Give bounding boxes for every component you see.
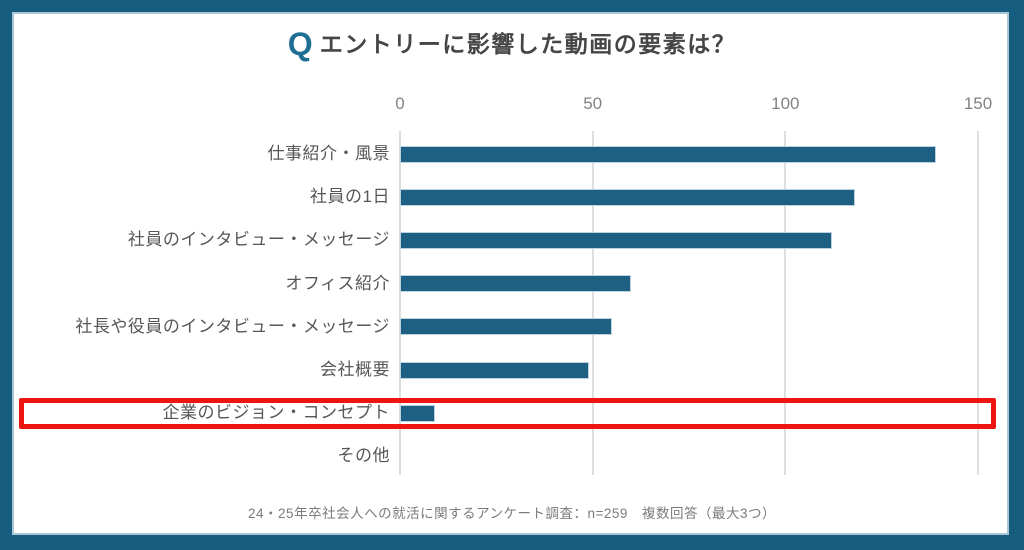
category-label: 仕事紹介・風景: [267, 144, 390, 163]
gridline: [784, 131, 787, 475]
gridline: [399, 131, 401, 475]
category-label: 社員の1日: [310, 187, 390, 207]
source-note: 24・25年卒社会人への就活に関するアンケート調査：n=259 複数回答（最大3…: [248, 506, 776, 521]
bar: [400, 275, 631, 293]
title-q-mark: Q: [287, 26, 313, 62]
gridline: [977, 131, 979, 475]
bar: [400, 361, 589, 379]
category-label: 社長や役員のインタビュー・メッセージ: [75, 316, 390, 336]
x-axis-tick-label: 150: [963, 94, 993, 113]
x-axis-tick-label: 0: [395, 94, 405, 113]
bar: [400, 404, 435, 422]
x-axis-tick-label: 50: [583, 94, 603, 113]
bar: [400, 188, 855, 206]
title-text: エントリーに影響した動画の要素は？: [319, 30, 737, 57]
chart-title: Q エントリーに影響した動画の要素は？: [0, 24, 1024, 64]
category-label: 社員のインタビュー・メッセージ: [127, 230, 390, 250]
bar: [400, 231, 832, 249]
bar: [400, 145, 936, 163]
bar: [400, 318, 612, 336]
chart-canvas: [12, 12, 1009, 535]
category-label: その他: [337, 446, 390, 466]
category-label: オフィス紹介: [285, 273, 390, 293]
gridline: [591, 131, 594, 475]
category-label: 企業のビジョン・コンセプト: [162, 403, 390, 423]
highlight-box: [19, 397, 996, 429]
category-label: 会社概要: [320, 360, 390, 379]
x-axis-tick-label: 100: [771, 94, 800, 113]
